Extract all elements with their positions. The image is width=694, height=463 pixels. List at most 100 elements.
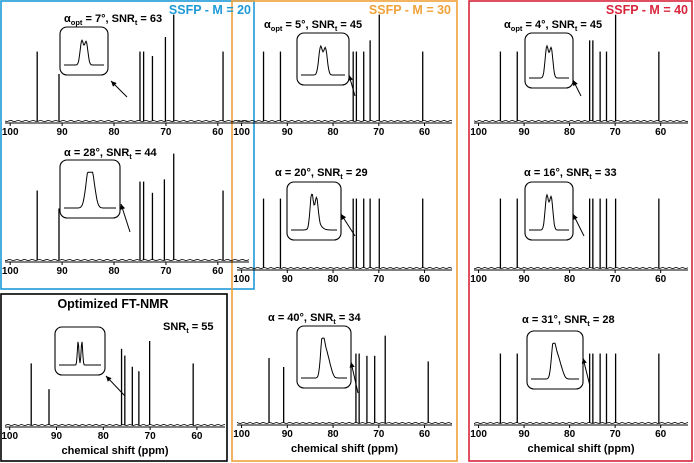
x-tick-label: 60 (419, 429, 431, 440)
baseline (4, 423, 226, 427)
x-axis-label: chemical shift (ppm) (528, 443, 635, 455)
baseline (236, 421, 453, 425)
x-tick-label: 60 (212, 127, 224, 138)
x-tick-label: 80 (108, 266, 120, 277)
x-tick-label: 100 (2, 127, 19, 138)
x-tick-label: 70 (145, 431, 157, 442)
x-tick-label: 70 (373, 274, 385, 285)
group-title-m40: SSFP - M = 40 (606, 3, 688, 17)
x-tick-label: 90 (519, 429, 531, 440)
arrow-head (573, 214, 578, 220)
inset-box (526, 330, 584, 390)
panel-label: α = 28°, SNRt = 44 (64, 147, 157, 161)
arrow-head (348, 75, 353, 81)
x-tick-label: 70 (160, 127, 172, 138)
x-tick-label: 90 (519, 274, 531, 285)
x-tick-label: 70 (160, 266, 172, 277)
panel-label: αopt = 7°, SNRt = 63 (64, 13, 162, 27)
x-tick-label: 60 (191, 431, 203, 442)
x-tick-label: 70 (610, 274, 622, 285)
arrow-head (111, 81, 117, 87)
inset-peak-curve (291, 193, 337, 231)
panel-label: α = 16°, SNRt = 33 (524, 167, 617, 181)
x-tick-label: 90 (57, 127, 69, 138)
group-title-m30: SSFP - M = 30 (369, 3, 451, 17)
panel-label: α = 31°, SNRt = 28 (522, 314, 615, 328)
panel-label: αopt = 5°, SNRt = 45 (264, 19, 362, 33)
x-tick-label: 100 (1, 431, 18, 442)
x-tick-label: 100 (233, 127, 250, 138)
x-tick-label: 100 (470, 127, 487, 138)
x-tick-label: 80 (564, 429, 576, 440)
x-axis-label: chemical shift (ppm) (291, 443, 398, 455)
baseline (473, 119, 689, 123)
inset-peak-curve (529, 193, 569, 231)
x-tick-label: 80 (108, 127, 120, 138)
x-tick-label: 60 (655, 127, 667, 138)
inset-box (59, 26, 109, 76)
x-tick-label: 100 (233, 274, 250, 285)
x-tick-label: 100 (233, 429, 250, 440)
x-tick-label: 80 (564, 274, 576, 285)
x-axis-label: chemical shift (ppm) (62, 445, 169, 457)
inset-peak-curve (64, 39, 104, 66)
x-tick-label: 90 (282, 127, 294, 138)
x-tick-label: 80 (328, 429, 340, 440)
inset-peak-curve (64, 171, 116, 209)
x-tick-label: 100 (470, 274, 487, 285)
x-tick-label: 70 (610, 429, 622, 440)
arrow-head (106, 376, 112, 382)
x-tick-label: 60 (419, 127, 431, 138)
x-tick-label: 80 (328, 274, 340, 285)
frame-ssfp-m40 (468, 0, 693, 462)
arrow-head (581, 358, 587, 364)
x-tick-label: 90 (282, 429, 294, 440)
inset-box (59, 159, 121, 219)
x-tick-label: 60 (419, 274, 431, 285)
baseline (4, 258, 250, 262)
x-tick-label: 90 (519, 127, 531, 138)
frame-ft-nmr (0, 293, 228, 462)
arrow-head (120, 204, 126, 210)
spectrum-panel: 100 90 80 70 60 α = 20°, SNRt = 29 (233, 167, 453, 285)
inset-box (286, 181, 342, 241)
x-tick-label: 60 (212, 266, 224, 277)
spectrum-panel: 100 90 80 70 60 α = 16°, SNRt = 33 (470, 167, 689, 285)
x-tick-label: 80 (564, 127, 576, 138)
inset-box (296, 325, 352, 389)
panel-titles: SSFP - M = 20 SSFP - M = 30 SSFP - M = 4… (57, 3, 688, 311)
spectrum-panel: 100 90 80 70 60 αopt = 5°, SNRt = 45 (233, 14, 453, 138)
x-tick-label: 90 (51, 431, 63, 442)
panel-label: αopt = 4°, SNRt = 45 (504, 19, 602, 33)
spectrum-panel: 100 90 80 70 60 αopt = 7°, SNRt = 63 (2, 13, 250, 138)
spectrum-panel: 100 90 80 70 60 chemical shift (ppm) SNRt = 55 (1, 321, 226, 457)
panel-label: SNRt = 55 (163, 321, 214, 335)
inset-box (296, 32, 350, 86)
arrow-head (573, 80, 578, 86)
baseline (236, 119, 453, 123)
x-tick-label: 100 (2, 266, 19, 277)
baseline (4, 119, 250, 123)
spectrum-panel: 100 90 80 70 60 α = 28°, SNRt = 44 (2, 147, 250, 277)
inset-peak-curve (531, 342, 579, 380)
group-title-m20: SSFP - M = 20 (169, 3, 251, 17)
x-tick-label: 100 (470, 429, 487, 440)
x-tick-label: 90 (57, 266, 69, 277)
baseline (236, 266, 453, 270)
panel-label: α = 20°, SNRt = 29 (275, 167, 368, 181)
frame-ssfp-m20 (0, 0, 255, 290)
x-tick-label: 70 (610, 127, 622, 138)
x-tick-label: 70 (373, 127, 385, 138)
x-tick-label: 70 (373, 429, 385, 440)
x-tick-label: 60 (655, 274, 667, 285)
x-tick-label: 80 (328, 127, 340, 138)
x-tick-label: 60 (655, 429, 667, 440)
inset-box (54, 326, 106, 376)
spectrum-panel: 100 90 80 70 60 chemical shift (ppm) α = 31°, … (470, 314, 689, 455)
inset-box (524, 32, 574, 89)
x-tick-label: 80 (98, 431, 110, 442)
inset-peak-curve (529, 44, 569, 79)
inset-peak-curve (301, 44, 345, 76)
spectrum-panel: 100 90 80 70 60 chemical shift (ppm) α = 40°, … (233, 312, 453, 455)
